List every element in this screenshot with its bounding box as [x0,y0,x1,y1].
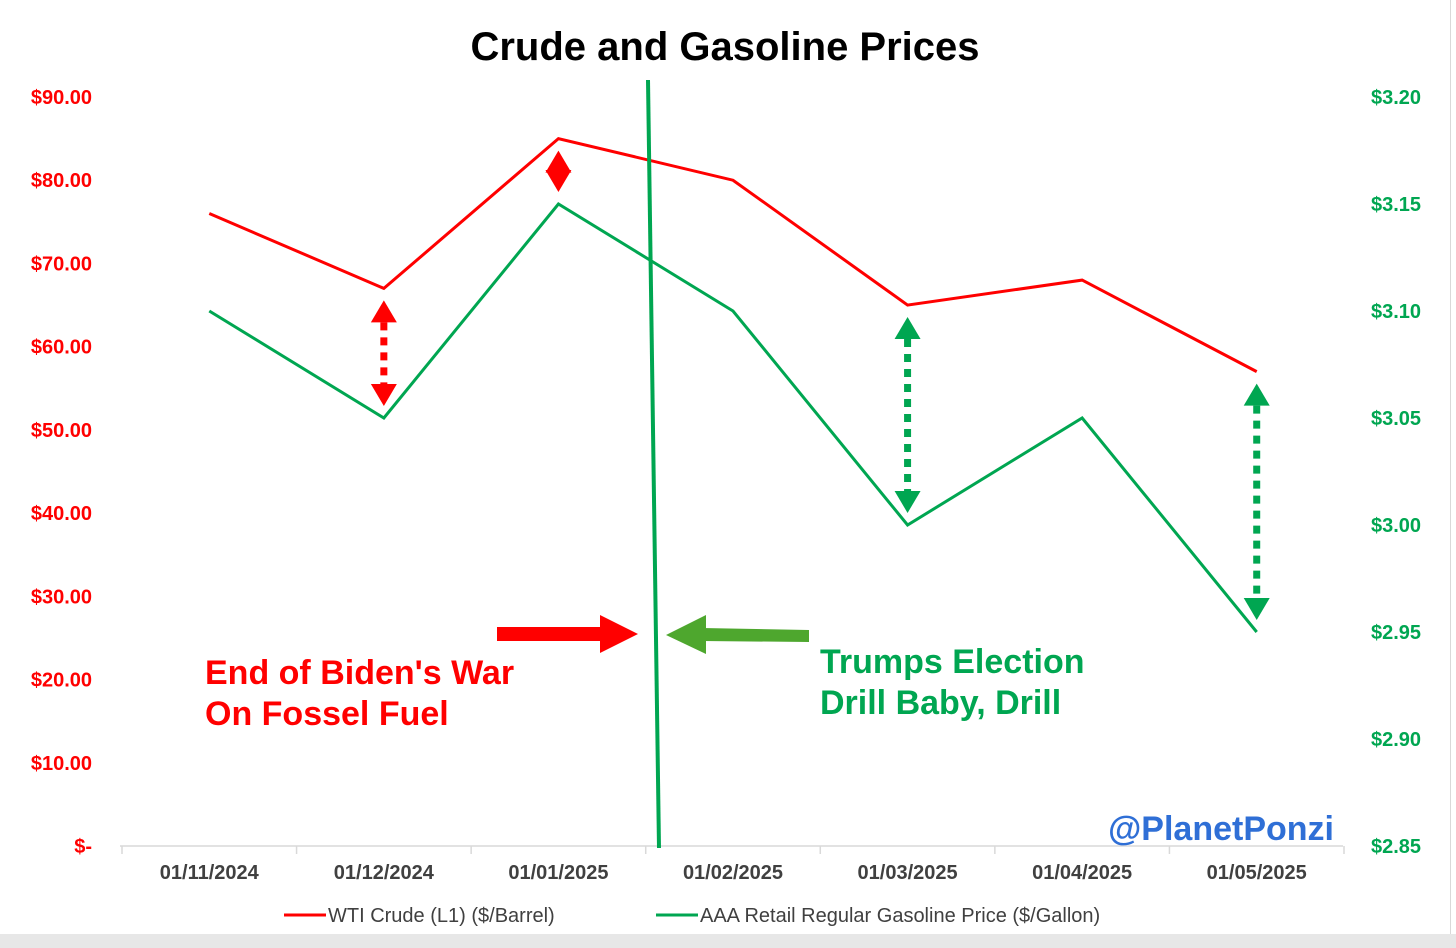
annotation-green-line-1: Trumps Election [820,643,1085,681]
y-right-tick-label: $3.00 [1371,515,1421,537]
gap-arrow-4 [1243,383,1270,620]
y-left-tick-label: $- [74,836,92,858]
y-right-tick-label: $3.20 [1371,87,1421,109]
x-tick-label: 01/12/2024 [334,862,435,884]
legend-label-gasoline: AAA Retail Regular Gasoline Price ($/Gal… [700,905,1100,927]
y-right-tick-label: $2.95 [1371,622,1421,644]
y-left-tick-label: $20.00 [31,670,92,692]
y-right-tick-label: $3.05 [1371,408,1421,430]
y-left-tick-label: $50.00 [31,420,92,442]
y-left-tick-label: $40.00 [31,503,92,525]
election-divider-line [646,79,661,849]
annotation-red-line-1: End of Biden's War [205,654,514,692]
y-axis-left-ticks: $- $10.00 $20.00 $30.00 $40.00 $50.00 $60.00 $7… [31,87,92,858]
series-layer [208,136,1258,633]
x-tick-label: 01/03/2025 [858,862,958,884]
x-tick-label: 01/01/2025 [508,862,608,884]
x-tick-label: 01/11/2024 [160,862,260,884]
gap-arrow-1 [370,300,397,406]
watermark: @PlanetPonzi [1108,810,1334,848]
y-left-tick-label: $70.00 [31,253,92,275]
y-right-tick-label: $3.15 [1371,194,1421,216]
red-pointer-arrow [497,615,638,653]
y-left-tick-label: $30.00 [31,586,92,608]
green-pointer-arrow [666,615,809,654]
annotation-red-line-2: On Fossel Fuel [205,695,449,733]
y-right-tick-label: $2.90 [1371,729,1421,751]
x-tick-label: 01/04/2025 [1032,862,1132,884]
bottom-strip [0,934,1456,948]
x-tick-label: 01/05/2025 [1207,862,1307,884]
annotation-layer [370,79,1270,849]
y-left-tick-label: $90.00 [31,87,92,109]
y-right-tick-label: $3.10 [1371,301,1421,323]
series-line-gasoline [208,202,1258,633]
gap-arrow-3 [894,317,921,513]
gap-arrow-2 [545,150,572,192]
y-axis-right-ticks: $2.85 $2.90 $2.95 $3.00 $3.05 $3.10 $3.15 $3.20 [1371,87,1421,858]
legend-label-wti: WTI Crude (L1) ($/Barrel) [328,905,555,927]
legend: WTI Crude (L1) ($/Barrel) AAA Retail Reg… [284,905,1100,927]
annotation-green-line-2: Drill Baby, Drill [820,684,1061,722]
y-left-tick-label: $80.00 [31,170,92,192]
y-left-tick-label: $60.00 [31,337,92,359]
series-line-wti-crude [208,136,1258,373]
y-right-tick-label: $2.85 [1371,836,1421,858]
chart-title: Crude and Gasoline Prices [470,25,979,69]
x-axis-ticks: 01/11/2024 01/12/2024 01/01/2025 01/02/2025… [121,846,1345,884]
y-left-tick-label: $10.00 [31,753,92,775]
x-tick-label: 01/02/2025 [683,862,783,884]
